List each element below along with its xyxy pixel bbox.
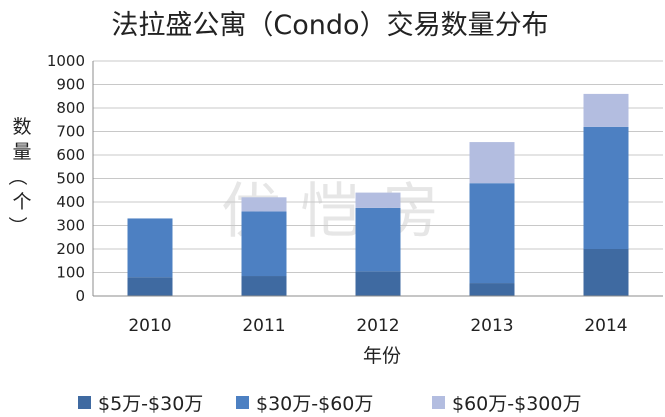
bar-segment: [241, 211, 287, 277]
y-tick-label: 0: [75, 287, 85, 305]
x-tick-labels: 2010 2011 2012 2013 2014: [128, 316, 627, 336]
x-tick-label: 2013: [470, 316, 513, 336]
legend-swatch: [78, 396, 91, 409]
y-tick-label: 300: [56, 217, 85, 235]
bar-segment: [583, 93, 629, 127]
x-tick-label: 2014: [584, 316, 627, 336]
y-tick-label: 200: [56, 240, 85, 258]
bar-segment: [355, 192, 401, 208]
bars: [127, 93, 629, 296]
bar-segment: [583, 249, 629, 296]
y-tick-label: 700: [56, 123, 85, 141]
bar-segment: [127, 277, 173, 296]
y-tick-label: 100: [56, 264, 85, 282]
y-axis-title: 数量︵个︶: [8, 116, 31, 238]
chart-title: 法拉盛公寓（Condo）交易数量分布: [111, 10, 548, 41]
x-tick-label: 2011: [242, 316, 285, 336]
legend-swatch: [236, 396, 249, 409]
bar-segment: [355, 271, 401, 296]
legend: $5万-$30万 $30万-$60万 $60万-$300万: [78, 393, 581, 415]
y-tick-label: 800: [56, 99, 85, 117]
bar-segment: [583, 126, 629, 249]
legend-label: $60万-$300万: [452, 393, 581, 415]
y-tick-labels: 0 100 200 300 400 500 600 700 800 900 1000: [47, 52, 85, 305]
y-tick-label: 600: [56, 146, 85, 164]
bar-segment: [241, 197, 287, 212]
y-tick-label: 500: [56, 170, 85, 188]
x-tick-label: 2010: [128, 316, 171, 336]
legend-label: $5万-$30万: [98, 393, 203, 415]
legend-swatch: [432, 396, 445, 409]
bar-segment: [241, 276, 287, 296]
y-tick-label: 1000: [47, 52, 85, 70]
bar-segment: [469, 283, 515, 296]
bar-segment: [355, 207, 401, 272]
y-tick-label: 400: [56, 193, 85, 211]
bar-segment: [469, 183, 515, 284]
bar-segment: [127, 218, 173, 278]
legend-label: $30万-$60万: [256, 393, 373, 415]
y-tick-label: 900: [56, 76, 85, 94]
x-tick-label: 2012: [356, 316, 399, 336]
bar-segment: [469, 142, 515, 184]
x-axis-title: 年份: [363, 345, 401, 367]
